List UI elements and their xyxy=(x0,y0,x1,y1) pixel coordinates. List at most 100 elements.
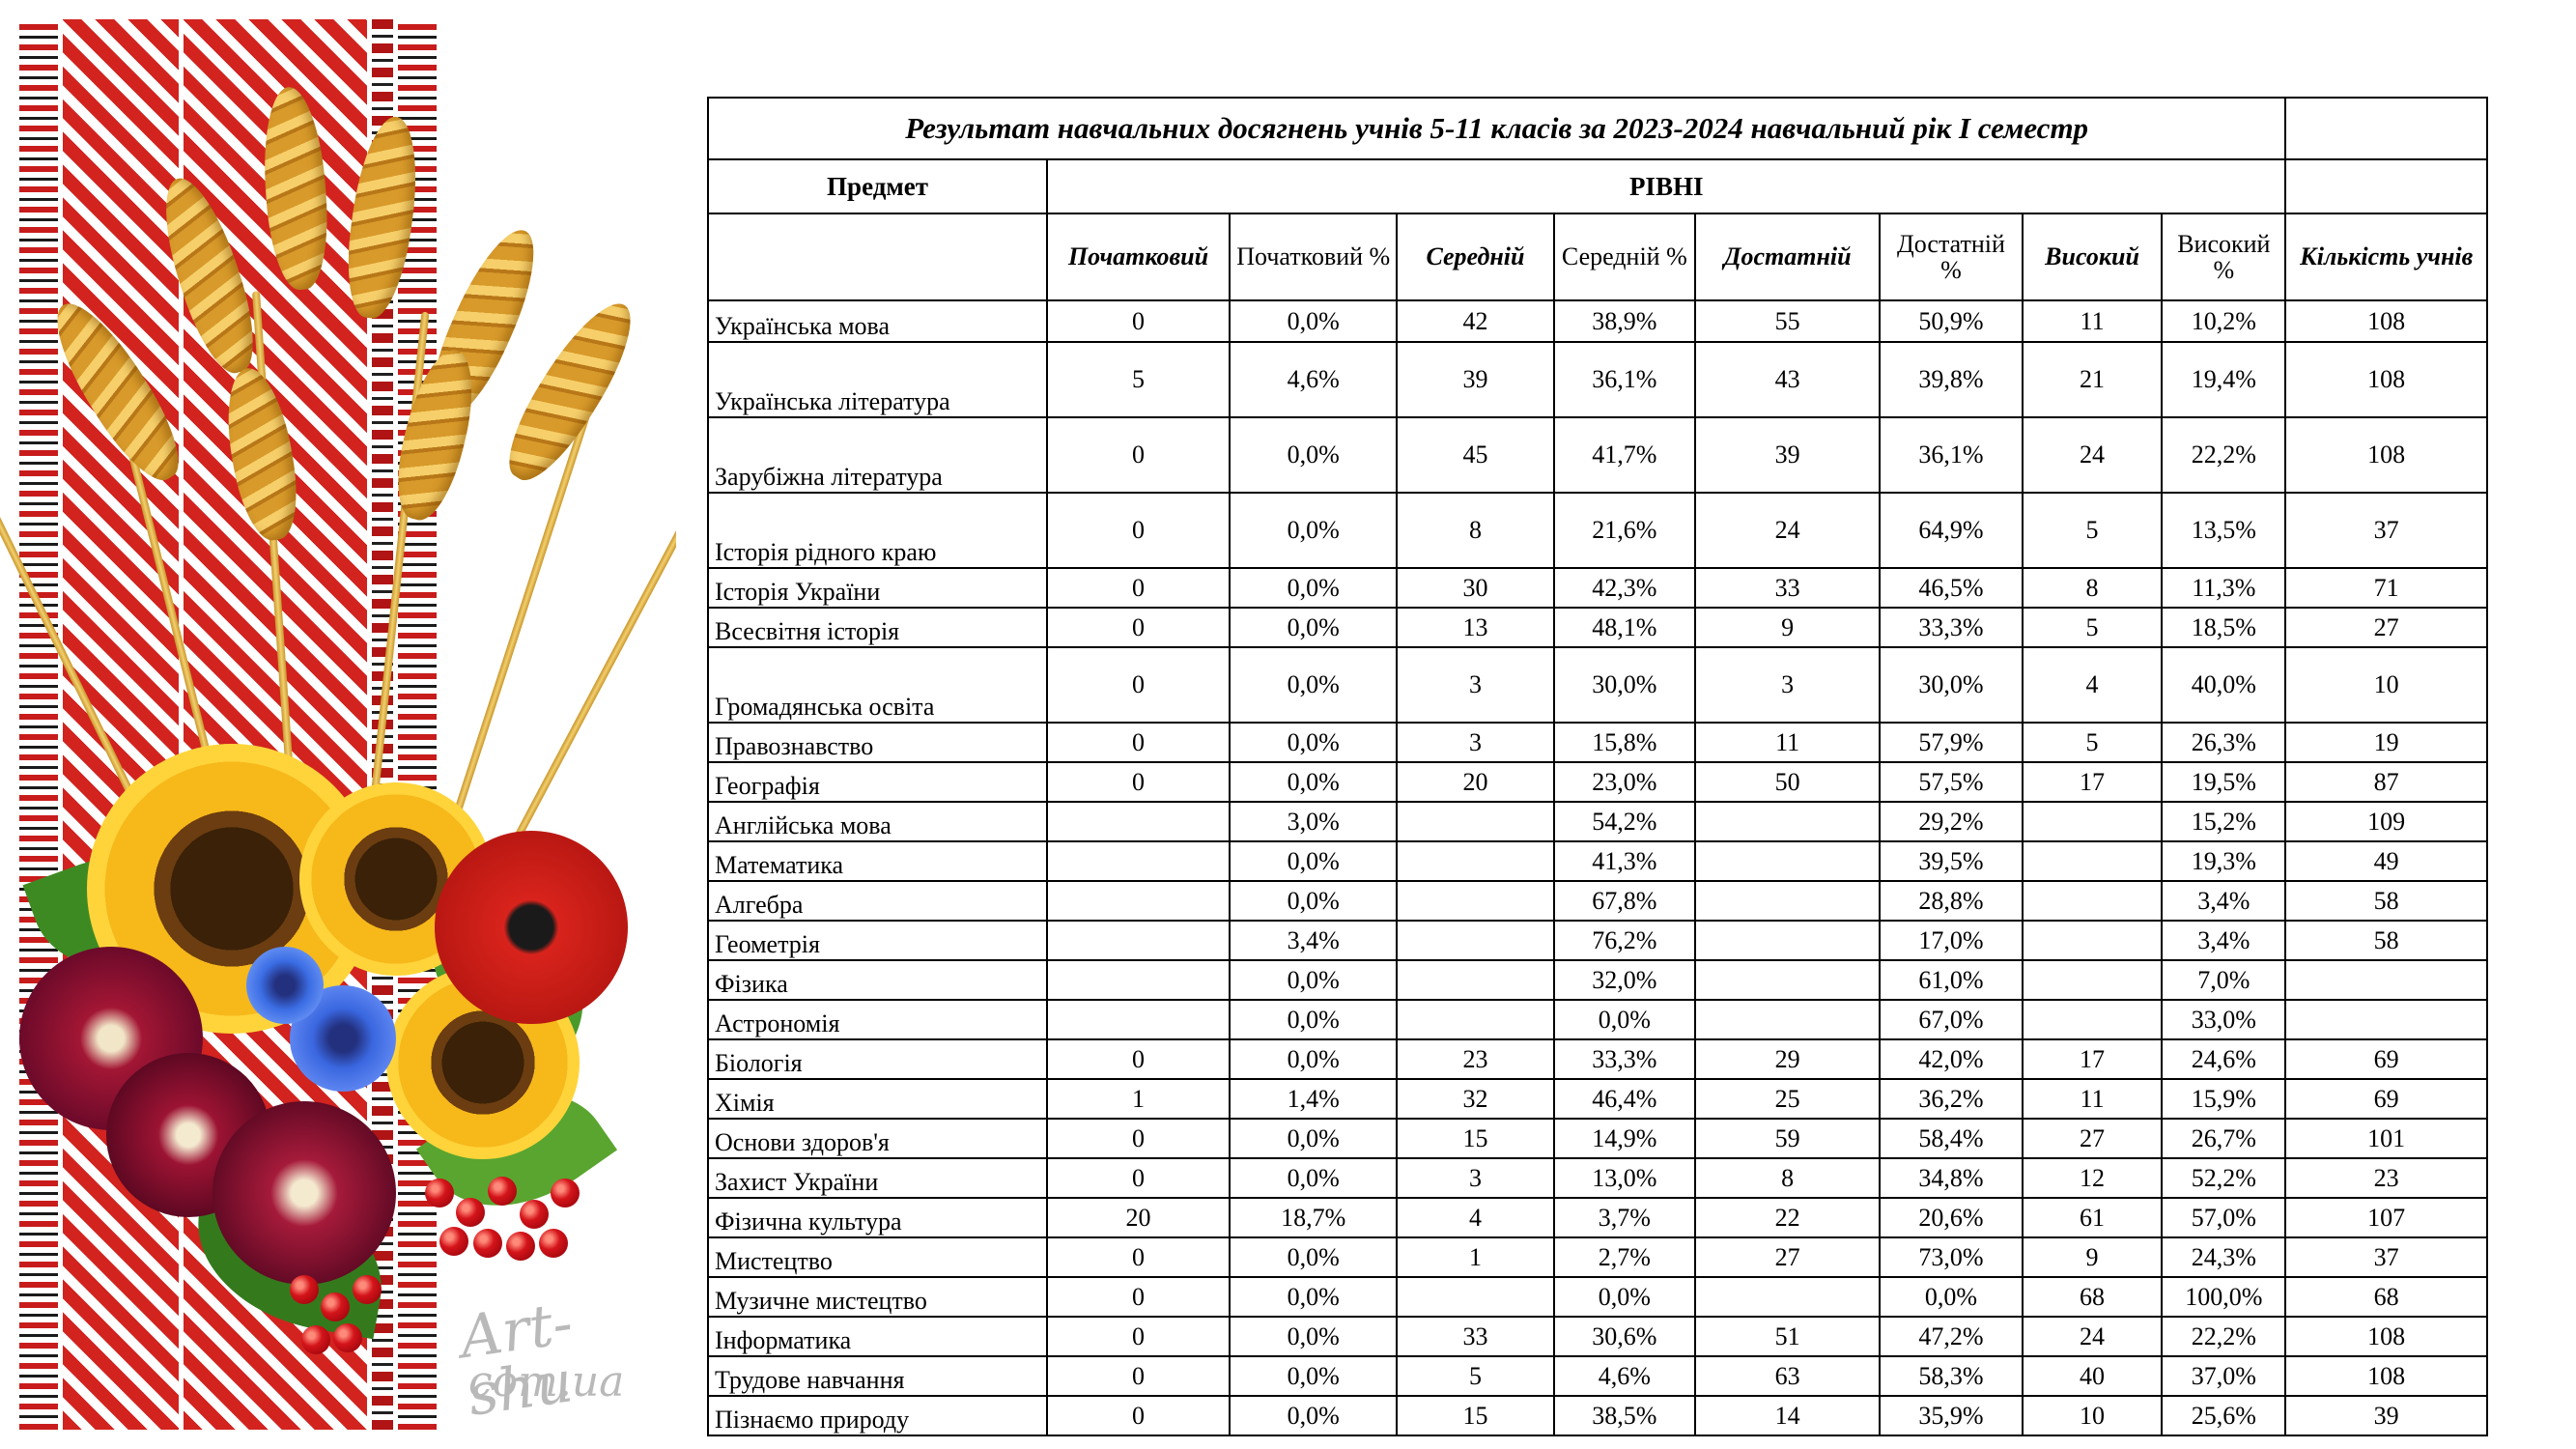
table-row: Зарубіжна література 0 0,0% 45 41,7% 39 36,1% 2… xyxy=(706,416,2488,494)
subject-cell: Фізична культура xyxy=(706,1197,1049,1238)
middle-pct-cell: 42,3% xyxy=(1552,567,1697,609)
high-pct-cell: 24,3% xyxy=(2161,1236,2287,1278)
middle-count-cell xyxy=(1396,999,1555,1040)
sufficient-count-cell: 3 xyxy=(1694,646,1882,724)
middle-pct-cell: 2,7% xyxy=(1552,1236,1697,1278)
middle-count-cell: 20 xyxy=(1396,761,1555,803)
sufficient-count-cell: 27 xyxy=(1694,1236,1882,1278)
beginning-pct-cell: 0,0% xyxy=(1228,1236,1399,1278)
beginning-count-cell xyxy=(1046,880,1231,922)
decorative-illustration: Art-shu com.ua xyxy=(0,0,676,1449)
middle-count-cell: 32 xyxy=(1396,1078,1555,1120)
sufficient-pct-cell: 30,0% xyxy=(1879,646,2024,724)
sufficient-pct-cell: 58,3% xyxy=(1879,1355,2024,1397)
sufficient-count-cell: 50 xyxy=(1694,761,1882,803)
beginning-count-cell xyxy=(1046,920,1231,961)
beginning-pct-cell: 0,0% xyxy=(1228,1355,1399,1397)
high-pct-cell: 15,9% xyxy=(2161,1078,2287,1120)
table-row: Українська література 5 4,6% 39 36,1% 43 39,8%… xyxy=(706,341,2488,418)
high-count-cell: 4 xyxy=(2021,646,2164,724)
middle-pct-cell: 15,8% xyxy=(1552,722,1697,763)
middle-pct-cell: 54,2% xyxy=(1552,801,1697,842)
sufficient-pct-cell: 29,2% xyxy=(1879,801,2024,842)
student-count-cell: 27 xyxy=(2284,607,2488,648)
sufficient-count-cell: 11 xyxy=(1694,722,1882,763)
middle-count-cell xyxy=(1396,920,1555,961)
middle-pct-cell: 3,7% xyxy=(1552,1197,1697,1238)
student-count-cell: 108 xyxy=(2284,341,2488,418)
middle-count-cell xyxy=(1396,1276,1555,1318)
beginning-count-cell: 0 xyxy=(1046,1157,1231,1199)
sufficient-count-cell: 14 xyxy=(1694,1395,1882,1436)
sufficient-pct-cell: 39,8% xyxy=(1879,341,2024,418)
beginning-pct-cell: 0,0% xyxy=(1228,1118,1399,1159)
high-pct-cell: 19,5% xyxy=(2161,761,2287,803)
subject-cell: Хімія xyxy=(706,1078,1049,1120)
subject-cell: Історія України xyxy=(706,567,1049,609)
berry-icon xyxy=(301,1325,330,1354)
middle-pct-cell: 46,4% xyxy=(1552,1078,1697,1120)
table-row: Мистецтво 0 0,0% 1 2,7% 27 73,0% 9 24,3% 37 xyxy=(706,1236,2488,1278)
beginning-pct-cell: 0,0% xyxy=(1228,999,1399,1040)
subject-cell: Громадянська освіта xyxy=(706,646,1049,724)
subject-cell: Історія рідного краю xyxy=(706,492,1049,569)
student-count-cell: 108 xyxy=(2284,1355,2488,1397)
student-count-cell: 108 xyxy=(2284,299,2488,343)
beginning-pct-cell: 0,0% xyxy=(1228,880,1399,922)
berry-icon xyxy=(473,1229,502,1258)
high-count-cell xyxy=(2021,801,2164,842)
student-count-cell: 69 xyxy=(2284,1038,2488,1080)
sufficient-pct-cell: 17,0% xyxy=(1879,920,2024,961)
high-count-cell: 17 xyxy=(2021,761,2164,803)
beginning-pct-cell: 4,6% xyxy=(1228,341,1399,418)
sufficient-count-cell xyxy=(1694,999,1882,1040)
subject-cell: Біологія xyxy=(706,1038,1049,1080)
berry-icon xyxy=(439,1227,468,1256)
high-pct-cell: 15,2% xyxy=(2161,801,2287,842)
middle-pct-cell: 21,6% xyxy=(1552,492,1697,569)
header-sufficient: Достатній xyxy=(1694,213,1882,301)
student-count-cell: 39 xyxy=(2284,1395,2488,1436)
middle-pct-cell: 38,9% xyxy=(1552,299,1697,343)
header-high: Високий xyxy=(2021,213,2164,301)
sufficient-count-cell: 59 xyxy=(1694,1118,1882,1159)
sufficient-pct-cell: 42,0% xyxy=(1879,1038,2024,1080)
beginning-count-cell: 0 xyxy=(1046,1316,1231,1357)
middle-count-cell: 15 xyxy=(1396,1118,1555,1159)
embroidery-border-left xyxy=(19,19,58,1430)
high-count-cell: 12 xyxy=(2021,1157,2164,1199)
berry-icon xyxy=(506,1232,535,1261)
beginning-pct-cell: 0,0% xyxy=(1228,1316,1399,1357)
student-count-cell: 23 xyxy=(2284,1157,2488,1199)
high-pct-cell: 11,3% xyxy=(2161,567,2287,609)
middle-pct-cell: 4,6% xyxy=(1552,1355,1697,1397)
subject-header: Предмет xyxy=(706,158,1049,214)
wheat-stalk xyxy=(512,480,676,842)
beginning-pct-cell: 0,0% xyxy=(1228,607,1399,648)
student-count-cell: 108 xyxy=(2284,1316,2488,1357)
beginning-pct-cell: 0,0% xyxy=(1228,299,1399,343)
high-count-cell: 27 xyxy=(2021,1118,2164,1159)
beginning-count-cell xyxy=(1046,999,1231,1040)
beginning-pct-cell: 0,0% xyxy=(1228,492,1399,569)
sufficient-pct-cell: 0,0% xyxy=(1879,1276,2024,1318)
levels-header: РІВНІ xyxy=(1046,158,2287,214)
beginning-count-cell xyxy=(1046,959,1231,1001)
high-count-cell: 10 xyxy=(2021,1395,2164,1436)
high-pct-cell: 52,2% xyxy=(2161,1157,2287,1199)
table-row: Геометрія 3,4% 76,2% 17,0% 3,4% 58 xyxy=(706,920,2488,961)
middle-count-cell xyxy=(1396,801,1555,842)
beginning-count-cell: 0 xyxy=(1046,1276,1231,1318)
middle-count-cell: 39 xyxy=(1396,341,1555,418)
high-count-cell: 24 xyxy=(2021,1316,2164,1357)
title-empty-cell xyxy=(2284,97,2488,160)
sufficient-count-cell xyxy=(1694,801,1882,842)
high-pct-cell: 26,3% xyxy=(2161,722,2287,763)
middle-count-cell: 3 xyxy=(1396,1157,1555,1199)
high-pct-cell: 22,2% xyxy=(2161,1316,2287,1357)
high-count-cell: 11 xyxy=(2021,299,2164,343)
sufficient-pct-cell: 47,2% xyxy=(1879,1316,2024,1357)
high-count-cell: 17 xyxy=(2021,1038,2164,1080)
subject-cell: Музичне мистецтво xyxy=(706,1276,1049,1318)
table-row: Географія 0 0,0% 20 23,0% 50 57,5% 17 19,5% 87 xyxy=(706,761,2488,803)
